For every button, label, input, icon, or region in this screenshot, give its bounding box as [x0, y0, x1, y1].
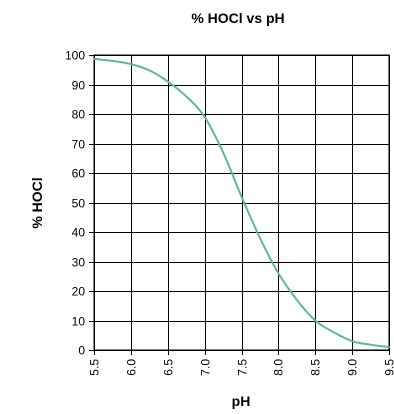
x-tick-label: 8.5 — [309, 359, 323, 376]
y-tick-label: 30 — [72, 256, 86, 270]
x-tick-label: 8.0 — [272, 359, 286, 376]
x-tick-label: 6.5 — [162, 359, 176, 376]
y-tick-label: 20 — [72, 285, 86, 299]
y-tick-label: 40 — [72, 226, 86, 240]
x-tick-label: 9.5 — [383, 359, 394, 376]
series — [93, 57, 390, 349]
plot-frame — [93, 54, 390, 351]
y-tick-labels: 0 10 20 30 40 50 60 70 80 90 100 — [65, 49, 85, 358]
x-tick-label: 5.5 — [88, 359, 102, 376]
x-axis-label: pH — [232, 393, 251, 409]
y-tick-label: 60 — [72, 167, 86, 181]
chart-title: % HOCl vs pH — [191, 10, 284, 26]
grid — [94, 55, 390, 351]
y-tick-label: 70 — [72, 138, 86, 152]
y-tick-label: 0 — [78, 344, 85, 358]
ticks — [89, 55, 390, 355]
y-axis-label: % HOCl — [29, 177, 45, 228]
series-line — [93, 57, 390, 349]
x-tick-labels: 5.5 6.0 6.5 7.0 7.5 8.0 8.5 9.0 9.5 — [88, 359, 394, 376]
x-tick-label: 6.0 — [125, 359, 139, 376]
x-tick-label: 7.0 — [199, 359, 213, 376]
y-tick-label: 10 — [72, 315, 86, 329]
x-tick-label: 9.0 — [346, 359, 360, 376]
x-tick-label: 7.5 — [236, 359, 250, 376]
y-tick-label: 90 — [72, 79, 86, 93]
y-tick-label: 80 — [72, 108, 86, 122]
y-tick-label: 50 — [72, 197, 86, 211]
y-tick-label: 100 — [65, 49, 85, 63]
